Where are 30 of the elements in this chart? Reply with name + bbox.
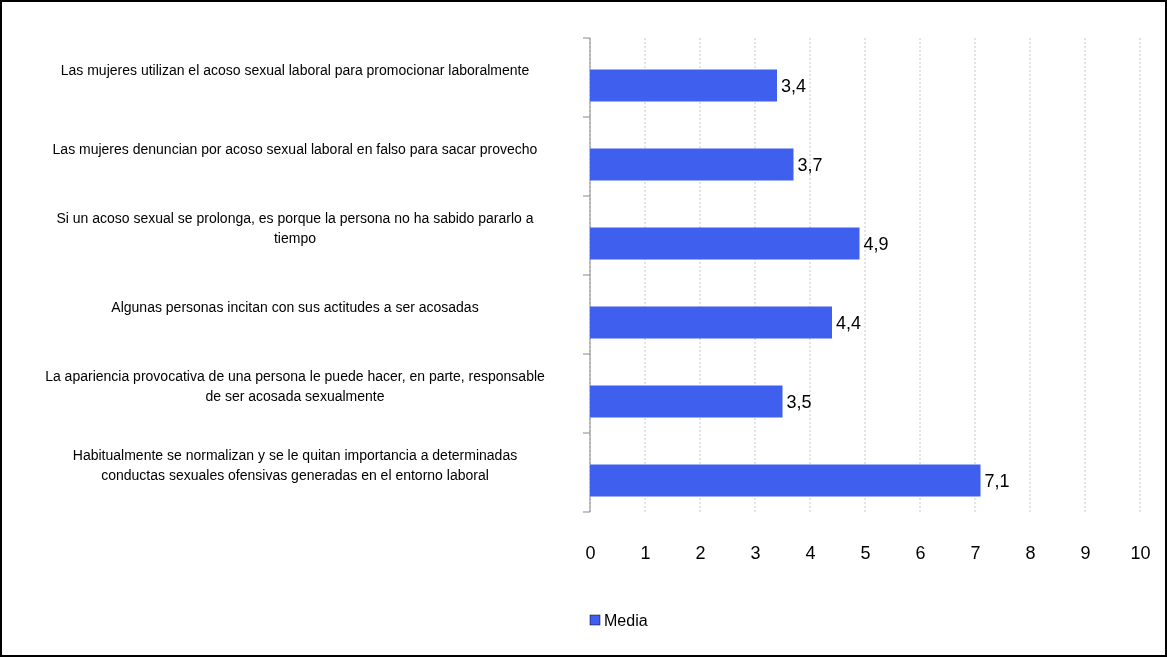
bar — [590, 306, 832, 339]
x-tick-label: 6 — [915, 542, 926, 563]
x-tick-label: 4 — [805, 542, 816, 563]
data-label: 4,4 — [836, 312, 862, 333]
data-label: 3,4 — [781, 75, 807, 96]
x-tick-label: 7 — [970, 542, 981, 563]
x-tick-label: 5 — [860, 542, 871, 563]
bar — [590, 69, 777, 102]
data-label: 3,7 — [797, 154, 823, 175]
y-tick-label: Algunas personas incitan con sus actitudes a ser acosadas — [111, 298, 479, 315]
y-tick-label: Habitualmente se normalizan y se le quitan importancia a determinadas conductas sexuales ofensivas generadas en el entorno laboral — [72, 446, 518, 483]
x-tick-label: 1 — [640, 542, 651, 563]
x-tick-label: 0 — [585, 542, 596, 563]
x-tick-label: 10 — [1130, 542, 1151, 563]
legend-label: Media — [604, 611, 648, 629]
data-label: 7,1 — [984, 470, 1010, 491]
x-tick-label: 8 — [1025, 542, 1036, 563]
y-tick-label: Las mujeres utilizan el acoso sexual laboral para promocionar laboralmente — [60, 61, 530, 78]
bar — [590, 227, 860, 260]
bar — [590, 464, 981, 497]
y-tick-label: Las mujeres denuncian por acoso sexual laboral en falso para sacar provecho — [52, 140, 538, 157]
y-tick-label: La apariencia provocativa de una persona le puede hacer, en parte, responsable de ser acosada sexualmente — [45, 367, 546, 404]
data-label: 3,5 — [786, 391, 812, 412]
bar — [590, 385, 783, 418]
x-tick-label: 3 — [750, 542, 761, 563]
data-label: 4,9 — [863, 233, 889, 254]
y-tick-label: Si un acoso sexual se prolonga, es porque la persona no ha sabido pararlo a tiempo — [56, 209, 534, 246]
x-tick-label: 2 — [695, 542, 706, 563]
x-tick-label: 9 — [1080, 542, 1091, 563]
bar — [590, 148, 794, 181]
